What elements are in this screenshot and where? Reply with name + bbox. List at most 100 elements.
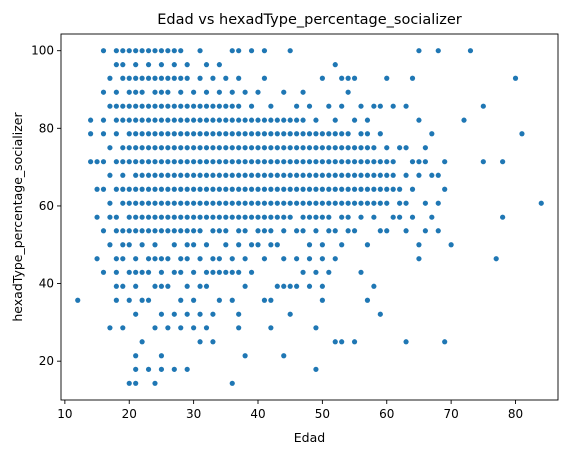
data-point <box>332 62 338 68</box>
data-point <box>139 117 145 123</box>
data-point <box>300 145 306 151</box>
data-point <box>268 325 274 331</box>
data-point <box>268 297 274 303</box>
data-point <box>197 228 203 234</box>
data-point <box>313 145 319 151</box>
data-point <box>203 186 210 192</box>
data-point <box>281 131 287 137</box>
data-point <box>377 159 383 165</box>
data-point <box>229 117 235 123</box>
data-point <box>133 75 139 81</box>
data-point <box>384 172 390 178</box>
data-point <box>197 131 203 137</box>
data-point <box>113 256 119 262</box>
data-point <box>442 339 448 345</box>
data-point <box>319 172 325 178</box>
data-point <box>435 172 441 178</box>
data-point <box>191 297 197 303</box>
data-point <box>139 186 145 192</box>
data-point <box>345 145 351 151</box>
data-point <box>197 200 203 206</box>
data-point <box>229 103 235 109</box>
data-point <box>422 200 428 206</box>
data-point <box>319 75 325 81</box>
data-point <box>171 366 177 372</box>
data-point <box>390 103 396 109</box>
data-point <box>384 228 390 234</box>
data-point <box>242 145 248 151</box>
data-point <box>313 131 319 137</box>
data-point <box>158 186 165 192</box>
data-point <box>158 117 165 123</box>
data-point <box>145 214 152 220</box>
data-point <box>339 186 345 192</box>
data-point <box>216 103 222 109</box>
data-point <box>236 228 242 234</box>
data-point <box>120 48 126 54</box>
data-point <box>332 117 338 123</box>
data-point <box>113 159 119 165</box>
data-point <box>216 256 222 262</box>
data-point <box>229 48 235 54</box>
data-point <box>120 172 126 178</box>
data-point <box>126 131 132 137</box>
data-point <box>255 131 261 137</box>
data-point <box>242 131 248 137</box>
data-point <box>223 145 229 151</box>
data-point <box>145 48 152 54</box>
data-point <box>236 311 242 317</box>
data-point <box>145 366 152 372</box>
data-point <box>319 159 325 165</box>
data-point <box>171 117 177 123</box>
data-point <box>351 159 358 165</box>
data-point <box>377 200 383 206</box>
data-point <box>287 311 293 317</box>
x-tick-label: 20 <box>122 407 137 421</box>
data-point <box>319 283 325 289</box>
data-point <box>113 214 119 220</box>
data-point <box>158 311 165 317</box>
data-point <box>319 131 325 137</box>
x-tick-label: 30 <box>186 407 201 421</box>
data-point <box>248 242 255 248</box>
data-point <box>139 242 145 248</box>
data-point <box>229 186 235 192</box>
data-point <box>165 228 171 234</box>
data-point <box>294 103 300 109</box>
data-point <box>113 117 119 123</box>
data-point <box>223 75 229 81</box>
data-point <box>178 48 184 54</box>
data-point <box>294 172 300 178</box>
data-point <box>261 186 268 192</box>
data-point <box>184 311 190 317</box>
data-point <box>403 145 409 151</box>
data-point <box>223 159 229 165</box>
data-point <box>442 159 448 165</box>
data-point <box>216 131 222 137</box>
data-point <box>345 200 351 206</box>
data-point <box>371 214 377 220</box>
data-point <box>339 145 345 151</box>
data-point <box>197 311 203 317</box>
data-point <box>165 256 171 262</box>
y-tick-label: 100 <box>31 44 54 58</box>
data-point <box>165 145 171 151</box>
data-point <box>113 297 119 303</box>
data-point <box>178 103 184 109</box>
data-point <box>145 159 152 165</box>
data-point <box>480 103 486 109</box>
data-point <box>152 172 158 178</box>
data-point <box>197 339 203 345</box>
data-point <box>165 103 171 109</box>
data-point <box>306 145 313 151</box>
data-point <box>223 214 229 220</box>
data-point <box>139 297 145 303</box>
data-point <box>184 256 190 262</box>
data-point <box>236 145 242 151</box>
data-point <box>274 200 280 206</box>
data-point <box>197 75 203 81</box>
data-point <box>429 131 435 137</box>
data-point <box>313 200 319 206</box>
data-point <box>261 145 268 151</box>
data-point <box>248 117 255 123</box>
